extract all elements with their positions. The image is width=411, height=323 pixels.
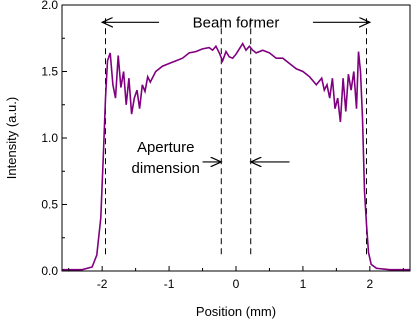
y-tick-label: 0.5: [41, 198, 58, 212]
y-axis-ticks: 0.0 0.5 1.0 1.5 2.0: [41, 0, 67, 278]
intensity-line: [62, 41, 410, 271]
x-tick-label: -2: [97, 277, 108, 291]
aperture-annotation: Aperture dimension: [132, 139, 290, 177]
y-tick-label: 0.0: [41, 264, 58, 278]
x-tick-label: 2: [367, 277, 374, 291]
x-axis-ticks: -2 -1 0 1 2: [68, 266, 404, 291]
y-tick-label: 1.0: [41, 131, 58, 145]
y-tick-label: 2.0: [41, 0, 58, 12]
y-tick-label: 1.5: [41, 65, 58, 79]
aperture-label-line2: dimension: [132, 160, 200, 177]
plot-frame: [61, 4, 411, 272]
y-axis-label: Intensity (a.u.): [4, 97, 19, 179]
x-tick-label: 1: [300, 277, 307, 291]
beam-former-annotation: Beam former: [102, 14, 370, 31]
x-axis-label: Position (mm): [196, 304, 276, 319]
x-tick-label: -1: [164, 277, 175, 291]
beam-former-label: Beam former: [193, 14, 280, 31]
x-tick-label: 0: [233, 277, 240, 291]
aperture-label-line1: Aperture: [137, 139, 195, 156]
